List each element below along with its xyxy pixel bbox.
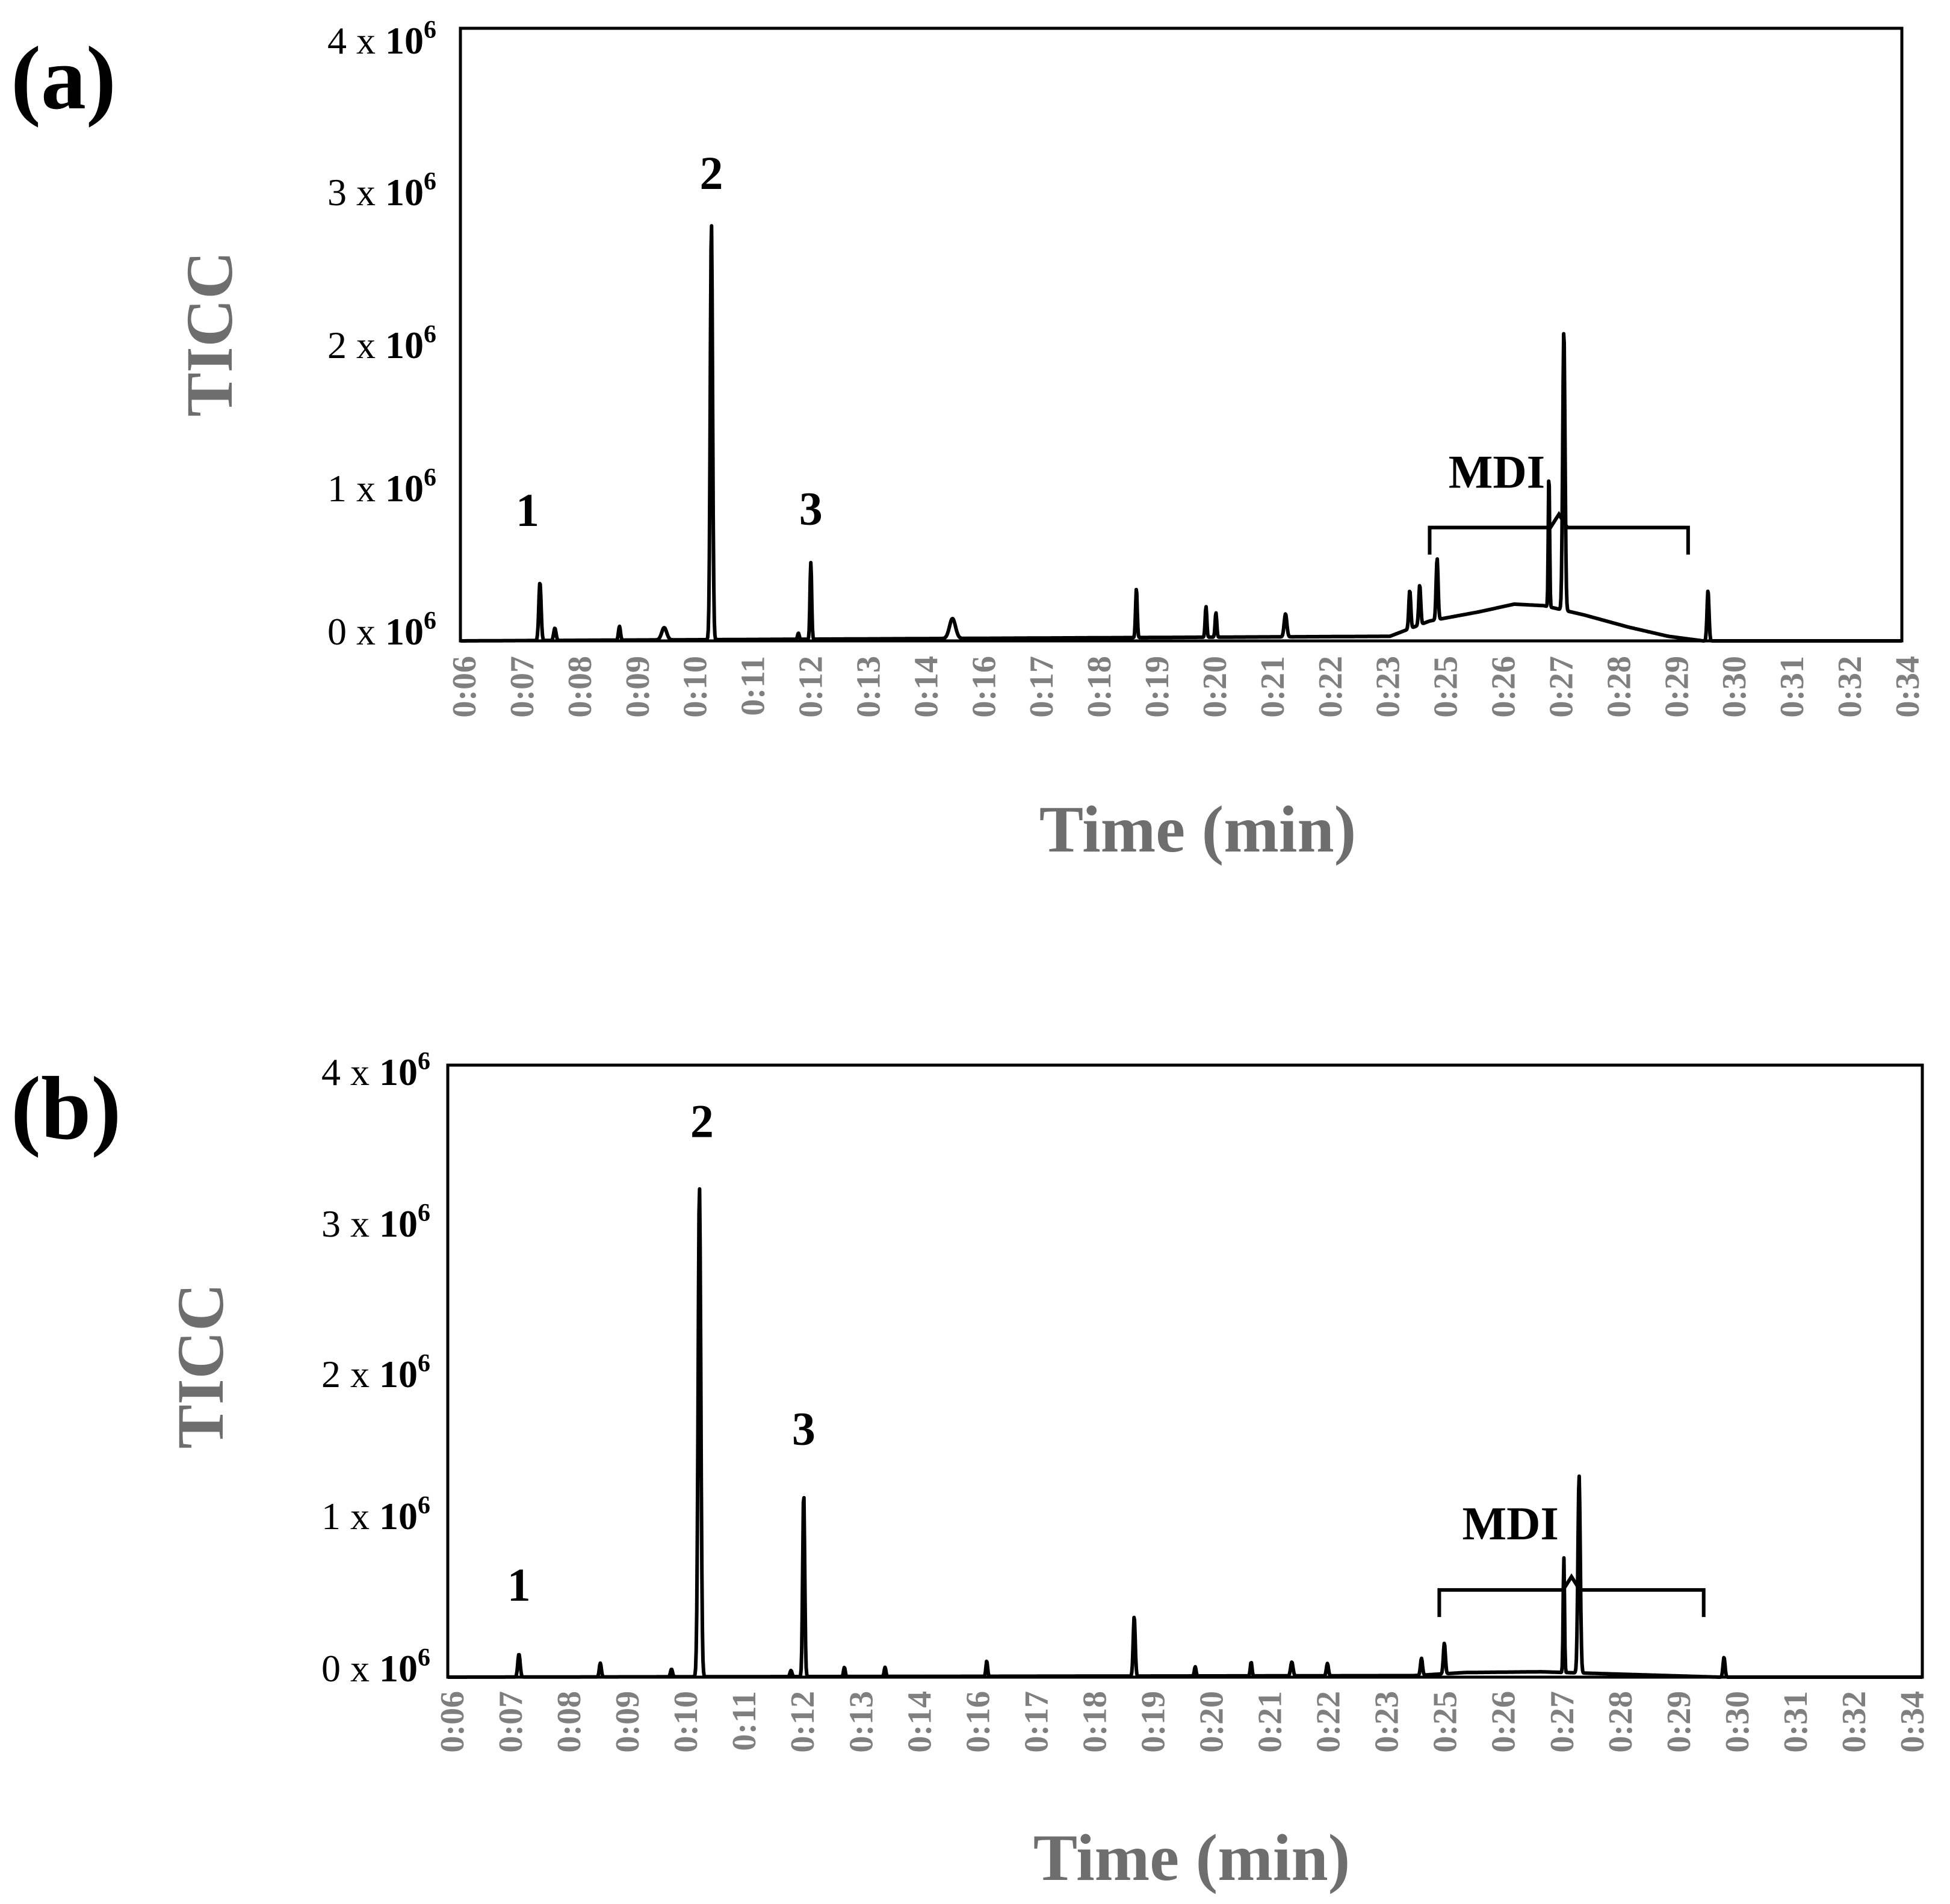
panel-b-chromatogram-trace: [446, 1187, 1924, 1679]
panel-b-x-tick: 0:25: [1427, 1691, 1464, 1753]
panel-b-x-tick: 0:26: [1485, 1691, 1523, 1753]
panel-a-plot-frame: [459, 26, 1904, 643]
panel-a-chromatogram-trace: [459, 224, 1904, 643]
panel-a-x-tick: 0:17: [1023, 656, 1060, 718]
panel-b-x-tick: 0:06: [434, 1691, 471, 1753]
panel-b-x-tick: 0:30: [1719, 1691, 1756, 1753]
panel-a-x-tick: 0:27: [1543, 656, 1580, 718]
panel-a-x-tick: 0:32: [1831, 656, 1869, 718]
panel-a-label: (a): [11, 28, 116, 128]
panel-a-peak-annotations: 1 2 3 MDI: [516, 147, 1545, 536]
panel-a-peak-label: 1: [516, 484, 539, 536]
panel-b-x-tick: 0:20: [1193, 1691, 1231, 1753]
panel-a-x-tick: 0:25: [1428, 656, 1465, 718]
panel-a-peak-label: MDI: [1449, 446, 1545, 498]
panel-a-y-axis: 0 x 106 1 x 106 2 x 106 3 x 106 4 x 106: [327, 16, 436, 653]
panel-b-x-axis-title: Time (min): [1033, 1821, 1351, 1894]
panel-b-x-tick: 0:07: [492, 1691, 530, 1753]
panel-b-y-tick: 4 x 106: [321, 1048, 430, 1093]
panel-b-peak-label: 1: [507, 1559, 531, 1611]
panel-b-y-tick: 2 x 106: [321, 1350, 430, 1396]
panel-b-x-tick: 0:28: [1602, 1691, 1639, 1753]
panel-b-y-tick: 1 x 106: [321, 1492, 430, 1538]
panel-a-x-tick: 0:12: [793, 656, 830, 718]
panel-b-peak-label: 3: [792, 1403, 816, 1455]
panel-b-x-tick: 0:10: [667, 1691, 705, 1753]
panel-b-x-tick: 0:22: [1310, 1691, 1348, 1753]
panel-a-y-tick: 2 x 106: [327, 321, 436, 366]
panel-b-x-axis: 0:06 0:07 0:08 0:09 0:10 0:11 0:12 0:13 0:14 0:16…: [434, 1691, 1931, 1753]
panel-b-plot-frame: [446, 1063, 1924, 1679]
panel-a-x-tick: 0:09: [619, 656, 657, 718]
panel-a-x-tick: 0:28: [1600, 656, 1638, 718]
panel-a: (a) 0 x 106 1 x 106 2 x 106 3 x 106 4 x …: [11, 16, 1927, 866]
panel-a-y-tick: 1 x 106: [327, 464, 436, 510]
panel-a-x-axis-title: Time (min): [1039, 793, 1357, 866]
panel-a-plot-area: 1 2 3 MDI: [459, 26, 1904, 643]
panel-a-x-tick: 0:08: [562, 656, 599, 718]
panel-a-x-tick: 0:21: [1254, 656, 1292, 718]
panel-b-x-tick: 0:32: [1836, 1691, 1873, 1753]
panel-a-x-tick: 0:10: [677, 656, 714, 718]
panel-a-x-tick: 0:23: [1370, 656, 1407, 718]
panel-a-x-tick: 0:18: [1081, 656, 1118, 718]
panel-b-x-tick: 0:23: [1369, 1691, 1406, 1753]
panel-b-y-axis: 0 x 106 1 x 106 2 x 106 3 x 106 4 x 106: [321, 1048, 430, 1690]
panel-a-x-tick: 0:29: [1658, 656, 1695, 718]
panel-b-label: (b): [11, 1059, 121, 1158]
panel-a-x-tick: 0:30: [1716, 656, 1753, 718]
panel-b-x-tick: 0:11: [726, 1691, 763, 1751]
panel-a-x-tick: 0:34: [1889, 656, 1927, 718]
panel-a-x-tick: 0:20: [1196, 656, 1234, 718]
panel-a-y-tick: 3 x 106: [327, 168, 436, 214]
panel-a-x-tick: 0:19: [1139, 656, 1176, 718]
panel-b-x-tick: 0:17: [1018, 1691, 1055, 1753]
panel-b-plot-area: 1 2 3 MDI: [446, 1063, 1924, 1679]
panel-b-x-tick: 0:09: [609, 1691, 646, 1753]
panel-a-y-axis-title: TICC: [173, 251, 246, 416]
panel-a-peak-label: 3: [799, 483, 823, 535]
panel-b-x-tick: 0:31: [1777, 1691, 1815, 1753]
panel-b-x-tick: 0:08: [551, 1691, 588, 1753]
panel-a-x-tick: 0:13: [850, 656, 887, 718]
panel-b-x-tick: 0:12: [784, 1691, 822, 1753]
panel-b-x-tick: 0:27: [1544, 1691, 1581, 1753]
panel-a-y-tick: 4 x 106: [327, 16, 436, 62]
panel-b-x-tick: 0:18: [1076, 1691, 1113, 1753]
panel-b-peak-label: 2: [690, 1095, 714, 1147]
panel-b: (b) 0 x 106 1 x 106 2 x 106 3 x 106 4 x …: [11, 1048, 1931, 1894]
panel-a-peak-label: 2: [700, 147, 723, 199]
panel-a-y-tick: 0 x 106: [327, 607, 436, 653]
panel-a-x-tick: 0:11: [735, 656, 772, 716]
panel-b-peak-label: MDI: [1462, 1497, 1559, 1550]
panel-b-x-tick: 0:21: [1252, 1691, 1289, 1753]
panel-a-x-tick: 0:26: [1485, 656, 1523, 718]
panel-b-x-tick: 0:29: [1661, 1691, 1698, 1753]
panel-b-x-tick: 0:14: [901, 1691, 938, 1753]
panel-a-x-tick: 0:16: [965, 656, 1003, 718]
panel-a-x-tick: 0:06: [446, 656, 483, 718]
panel-a-x-tick: 0:07: [504, 656, 541, 718]
panel-a-x-axis: 0:06 0:07 0:08 0:09 0:10 0:11 0:12 0:13 0:14 0:16…: [446, 656, 1927, 718]
panel-b-y-tick: 0 x 106: [321, 1644, 430, 1690]
panel-b-mdi-bracket: [1437, 1573, 1706, 1618]
panel-a-x-tick: 0:22: [1312, 656, 1349, 718]
panel-b-x-tick: 0:19: [1134, 1691, 1172, 1753]
panel-a-mdi-bracket: [1428, 511, 1690, 555]
panel-b-peak-annotations: 1 2 3 MDI: [507, 1095, 1559, 1610]
panel-b-y-tick: 3 x 106: [321, 1199, 430, 1245]
panel-b-y-axis-title: TICC: [164, 1283, 237, 1448]
panel-b-x-tick: 0:34: [1894, 1691, 1931, 1753]
panel-b-x-tick: 0:13: [843, 1691, 880, 1753]
panel-b-x-tick: 0:16: [959, 1691, 997, 1753]
panel-a-x-tick: 0:14: [908, 656, 945, 718]
panel-a-x-tick: 0:31: [1774, 656, 1811, 718]
